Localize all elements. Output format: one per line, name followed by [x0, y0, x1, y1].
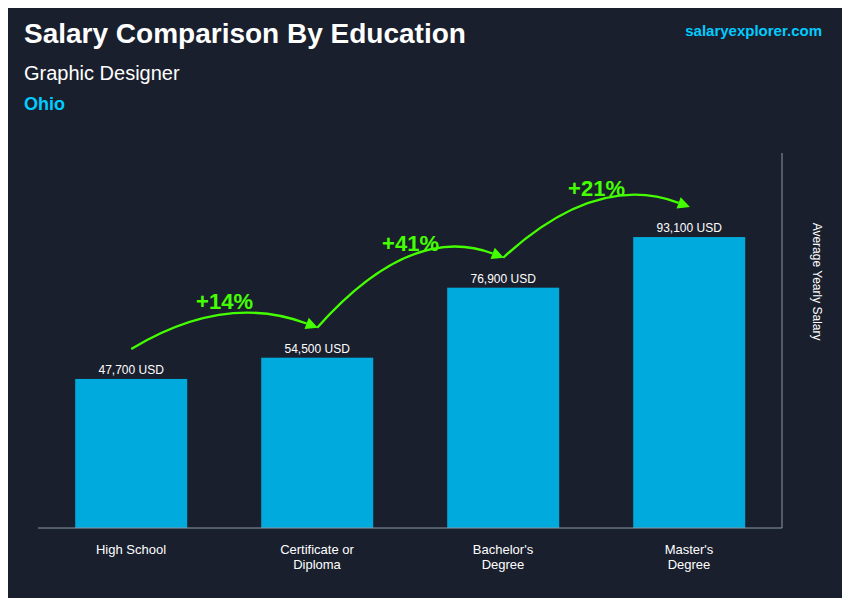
svg-text:Master'sDegree: Master'sDegree [665, 542, 714, 572]
svg-text:+41%: +41% [382, 231, 439, 256]
svg-text:Average Yearly Salary: Average Yearly Salary [810, 223, 824, 341]
html-text:salaryexplorer.com: salaryexplorer.com [685, 22, 822, 39]
html-text:Ohio: Ohio [24, 94, 65, 114]
svg-text:54,500 USD: 54,500 USD [285, 342, 351, 356]
svg-text:76,900 USD: 76,900 USD [471, 272, 537, 286]
html-text:Salary Comparison By Education: Salary Comparison By Education [24, 18, 466, 49]
svg-text:47,700 USD: 47,700 USD [99, 363, 165, 377]
svg-text:+14%: +14% [196, 289, 253, 314]
svg-text:Certificate orDiploma: Certificate orDiploma [280, 542, 354, 572]
svg-text:93,100 USD: 93,100 USD [657, 221, 723, 235]
svg-text:+21%: +21% [568, 176, 625, 201]
svg-text:Bachelor'sDegree: Bachelor'sDegree [473, 542, 534, 572]
svg-text:High School: High School [96, 542, 166, 557]
html-text:Graphic Designer: Graphic Designer [24, 62, 180, 84]
